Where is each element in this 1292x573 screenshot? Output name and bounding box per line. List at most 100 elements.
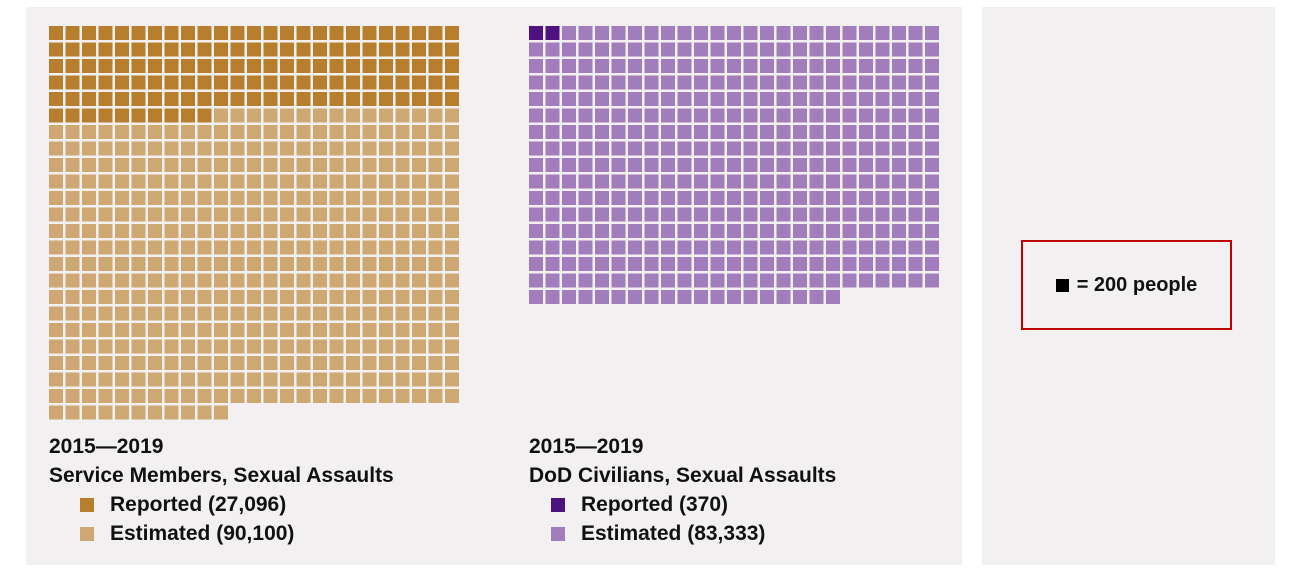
waffle-square-estimated [562,240,576,255]
waffle-square-estimated [727,59,741,73]
waffle-square-estimated [362,356,377,370]
waffle-square-estimated [65,125,80,139]
waffle-square-estimated [280,174,294,189]
waffle-square-estimated [694,108,708,123]
waffle-square-estimated [296,207,311,222]
waffle-square-estimated [562,158,576,172]
waffle-square-estimated [760,108,774,123]
waffle-square-estimated [428,339,443,354]
waffle-square-estimated [892,141,906,156]
waffle-square-estimated [793,257,807,271]
waffle-square-estimated [313,224,327,238]
waffle-square-estimated [296,339,311,354]
waffle-square-estimated [98,356,113,370]
waffle-square-reported [115,75,129,90]
waffle-square-estimated [694,125,708,139]
waffle-square-estimated [694,207,708,222]
waffle-square-estimated [313,339,327,354]
waffle-square-estimated [908,240,923,255]
waffle-square-estimated [628,108,642,123]
waffle-square-estimated [545,290,560,304]
waffle-square-estimated [49,356,63,370]
waffle-square-reported [346,75,360,90]
waffle-square-estimated [412,141,426,156]
waffle-square-estimated [776,174,791,189]
waffle-square-estimated [313,290,327,304]
waffle-square-estimated [181,224,195,238]
waffle-square-estimated [115,240,129,255]
waffle-square-estimated [925,75,939,90]
waffle-square-estimated [677,92,692,106]
waffle-square-estimated [98,224,113,238]
waffle-square-estimated [82,174,96,189]
waffle-square-estimated [329,323,344,337]
waffle-square-estimated [694,273,708,288]
waffle-square-estimated [379,207,393,222]
waffle-square-estimated [412,191,426,205]
waffle-square-estimated [743,207,758,222]
waffle-square-reported [263,42,278,57]
waffle-square-estimated [49,273,63,288]
waffle-square-estimated [677,240,692,255]
waffle-square-estimated [710,75,725,90]
waffle-square-estimated [313,389,327,403]
legend-swatch-estimated [80,526,94,541]
waffle-square-estimated [776,273,791,288]
waffle-square-estimated [694,174,708,189]
waffle-square-estimated [743,191,758,205]
waffle-square-estimated [230,125,245,139]
waffle-square-estimated [727,108,741,123]
waffle-square-estimated [98,257,113,271]
waffle-square-estimated [313,257,327,271]
waffle-square-estimated [346,158,360,172]
waffle-square-estimated [181,273,195,288]
waffle-square-estimated [611,59,626,73]
waffle-square-estimated [379,389,393,403]
waffle-square-estimated [611,290,626,304]
waffle-square-estimated [49,141,63,156]
waffle-square-estimated [379,339,393,354]
waffle-square-reported [214,26,228,40]
waffle-square-estimated [727,273,741,288]
waffle-square-estimated [875,174,890,189]
waffle-square-estimated [842,108,857,123]
waffle-square-estimated [164,174,179,189]
waffle-square-reported [263,75,278,90]
waffle-square-estimated [49,372,63,387]
waffle-square-estimated [115,356,129,370]
waffle-square-estimated [892,240,906,255]
waffle-square-reported [329,26,344,40]
waffle-square-estimated [793,191,807,205]
waffle-square-estimated [694,42,708,57]
waffle-square-estimated [395,389,410,403]
waffle-square-estimated [677,75,692,90]
waffle-square-estimated [445,125,459,139]
waffle-square-estimated [65,191,80,205]
waffle-square-estimated [529,75,543,90]
waffle-square-estimated [578,59,593,73]
waffle-square-estimated [131,224,146,238]
waffle-square-estimated [859,191,873,205]
waffle-square-reported [529,26,543,40]
waffle-square-estimated [760,273,774,288]
waffle-square-estimated [98,389,113,403]
waffle-square-estimated [329,207,344,222]
waffle-square-reported [214,59,228,73]
waffle-square-estimated [694,26,708,40]
waffle-square-estimated [181,257,195,271]
waffle-square-reported [197,75,212,90]
waffle-square-estimated [793,125,807,139]
waffle-square-reported [247,42,261,57]
waffle-square-estimated [131,273,146,288]
waffle-square-estimated [859,273,873,288]
waffle-square-estimated [826,141,840,156]
waffle-square-estimated [49,306,63,321]
waffle-square-reported [445,26,459,40]
waffle-square-estimated [181,323,195,337]
waffle-square-estimated [842,240,857,255]
caption-service-members: 2015—2019 Service Members, Sexual Assaul… [49,432,394,490]
waffle-square-estimated [65,405,80,420]
waffle-square-estimated [346,356,360,370]
waffle-square-estimated [346,389,360,403]
waffle-square-reported [379,42,393,57]
